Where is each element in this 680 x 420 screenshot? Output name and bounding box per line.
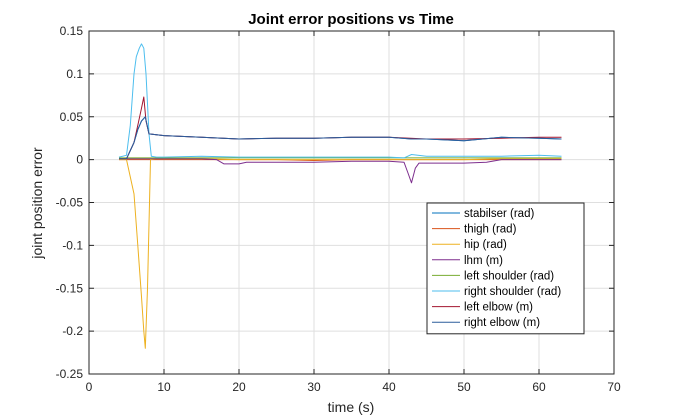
x-tick-label: 50	[457, 380, 471, 394]
x-tick-labels: 0 10 20 30 40 50 60 70	[86, 380, 621, 394]
legend: stabilser (rad) thigh (rad) hip (rad) lhm (…	[426, 202, 585, 335]
legend-label: right shoulder (rad)	[464, 286, 561, 298]
legend-label: left elbow (m)	[464, 302, 533, 314]
legend-label: left shoulder (rad)	[464, 270, 554, 282]
chart-title: Joint error positions vs Time	[248, 11, 454, 28]
y-tick-label: -0.05	[56, 196, 84, 210]
y-tick-label: -0.1	[62, 238, 83, 252]
x-tick-label: 0	[86, 380, 93, 394]
x-tick-label: 70	[607, 380, 621, 394]
tick-marks	[88, 30, 615, 375]
legend-box	[426, 202, 585, 335]
y-tick-label: -0.15	[56, 281, 84, 295]
series-layer	[118, 43, 562, 349]
y-tick-label: -0.2	[62, 324, 83, 338]
x-tick-label: 60	[532, 380, 546, 394]
legend-label: right elbow (m)	[464, 317, 540, 329]
y-axis-label: joint position error	[29, 147, 45, 260]
y-tick-labels: -0.25 -0.2 -0.15 -0.1 -0.05 0 0.05 0.1 0.15	[56, 24, 84, 381]
y-tick-label: 0.1	[66, 67, 83, 81]
legend-label: lhm (m)	[464, 255, 503, 267]
x-axis-label: time (s)	[328, 399, 375, 415]
y-tick-label: 0.15	[60, 24, 84, 38]
y-tick-label: 0.05	[60, 110, 84, 124]
x-tick-label: 20	[232, 380, 246, 394]
legend-label: hip (rad)	[464, 239, 507, 251]
legend-label: thigh (rad)	[464, 224, 517, 236]
y-tick-label: 0	[76, 153, 83, 167]
series-line-5	[118, 43, 562, 159]
legend-label: stabilser (rad)	[464, 208, 534, 220]
x-tick-label: 10	[157, 380, 171, 394]
y-tick-label: -0.25	[56, 367, 84, 381]
series-line-3	[119, 158, 562, 184]
x-tick-label: 40	[382, 380, 396, 394]
series-line-7	[119, 116, 562, 160]
x-tick-label: 30	[307, 380, 321, 394]
